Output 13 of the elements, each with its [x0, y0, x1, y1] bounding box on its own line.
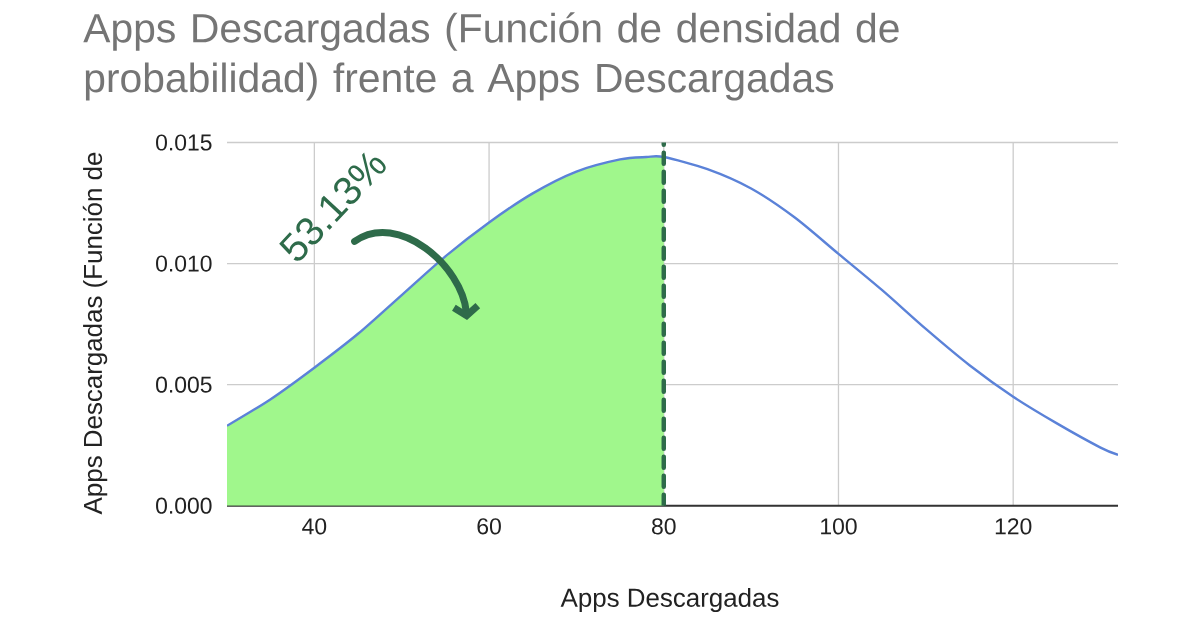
x-tick-label: 120	[995, 518, 1032, 535]
x-axis-title: Apps Descargadas	[560, 587, 779, 613]
y-tick-label: 0.015	[156, 134, 212, 151]
chart-title: Apps Descargadas (Función de densidad de probabilidad) frente a Apps Descargadas	[83, 12, 899, 101]
x-tick-label: 40	[302, 518, 327, 535]
y-tick-label: 0.000	[156, 497, 212, 514]
y-tick-label: 0.010	[156, 255, 212, 272]
line-series	[227, 155, 1119, 457]
x-tick-label: 60	[477, 518, 501, 535]
x-tick-label: 100	[821, 518, 857, 535]
y-axis-title: Apps Descargadas (Función de	[82, 152, 108, 515]
x-tick-label: 80	[652, 518, 676, 535]
y-tick-label: 0.005	[156, 376, 212, 393]
